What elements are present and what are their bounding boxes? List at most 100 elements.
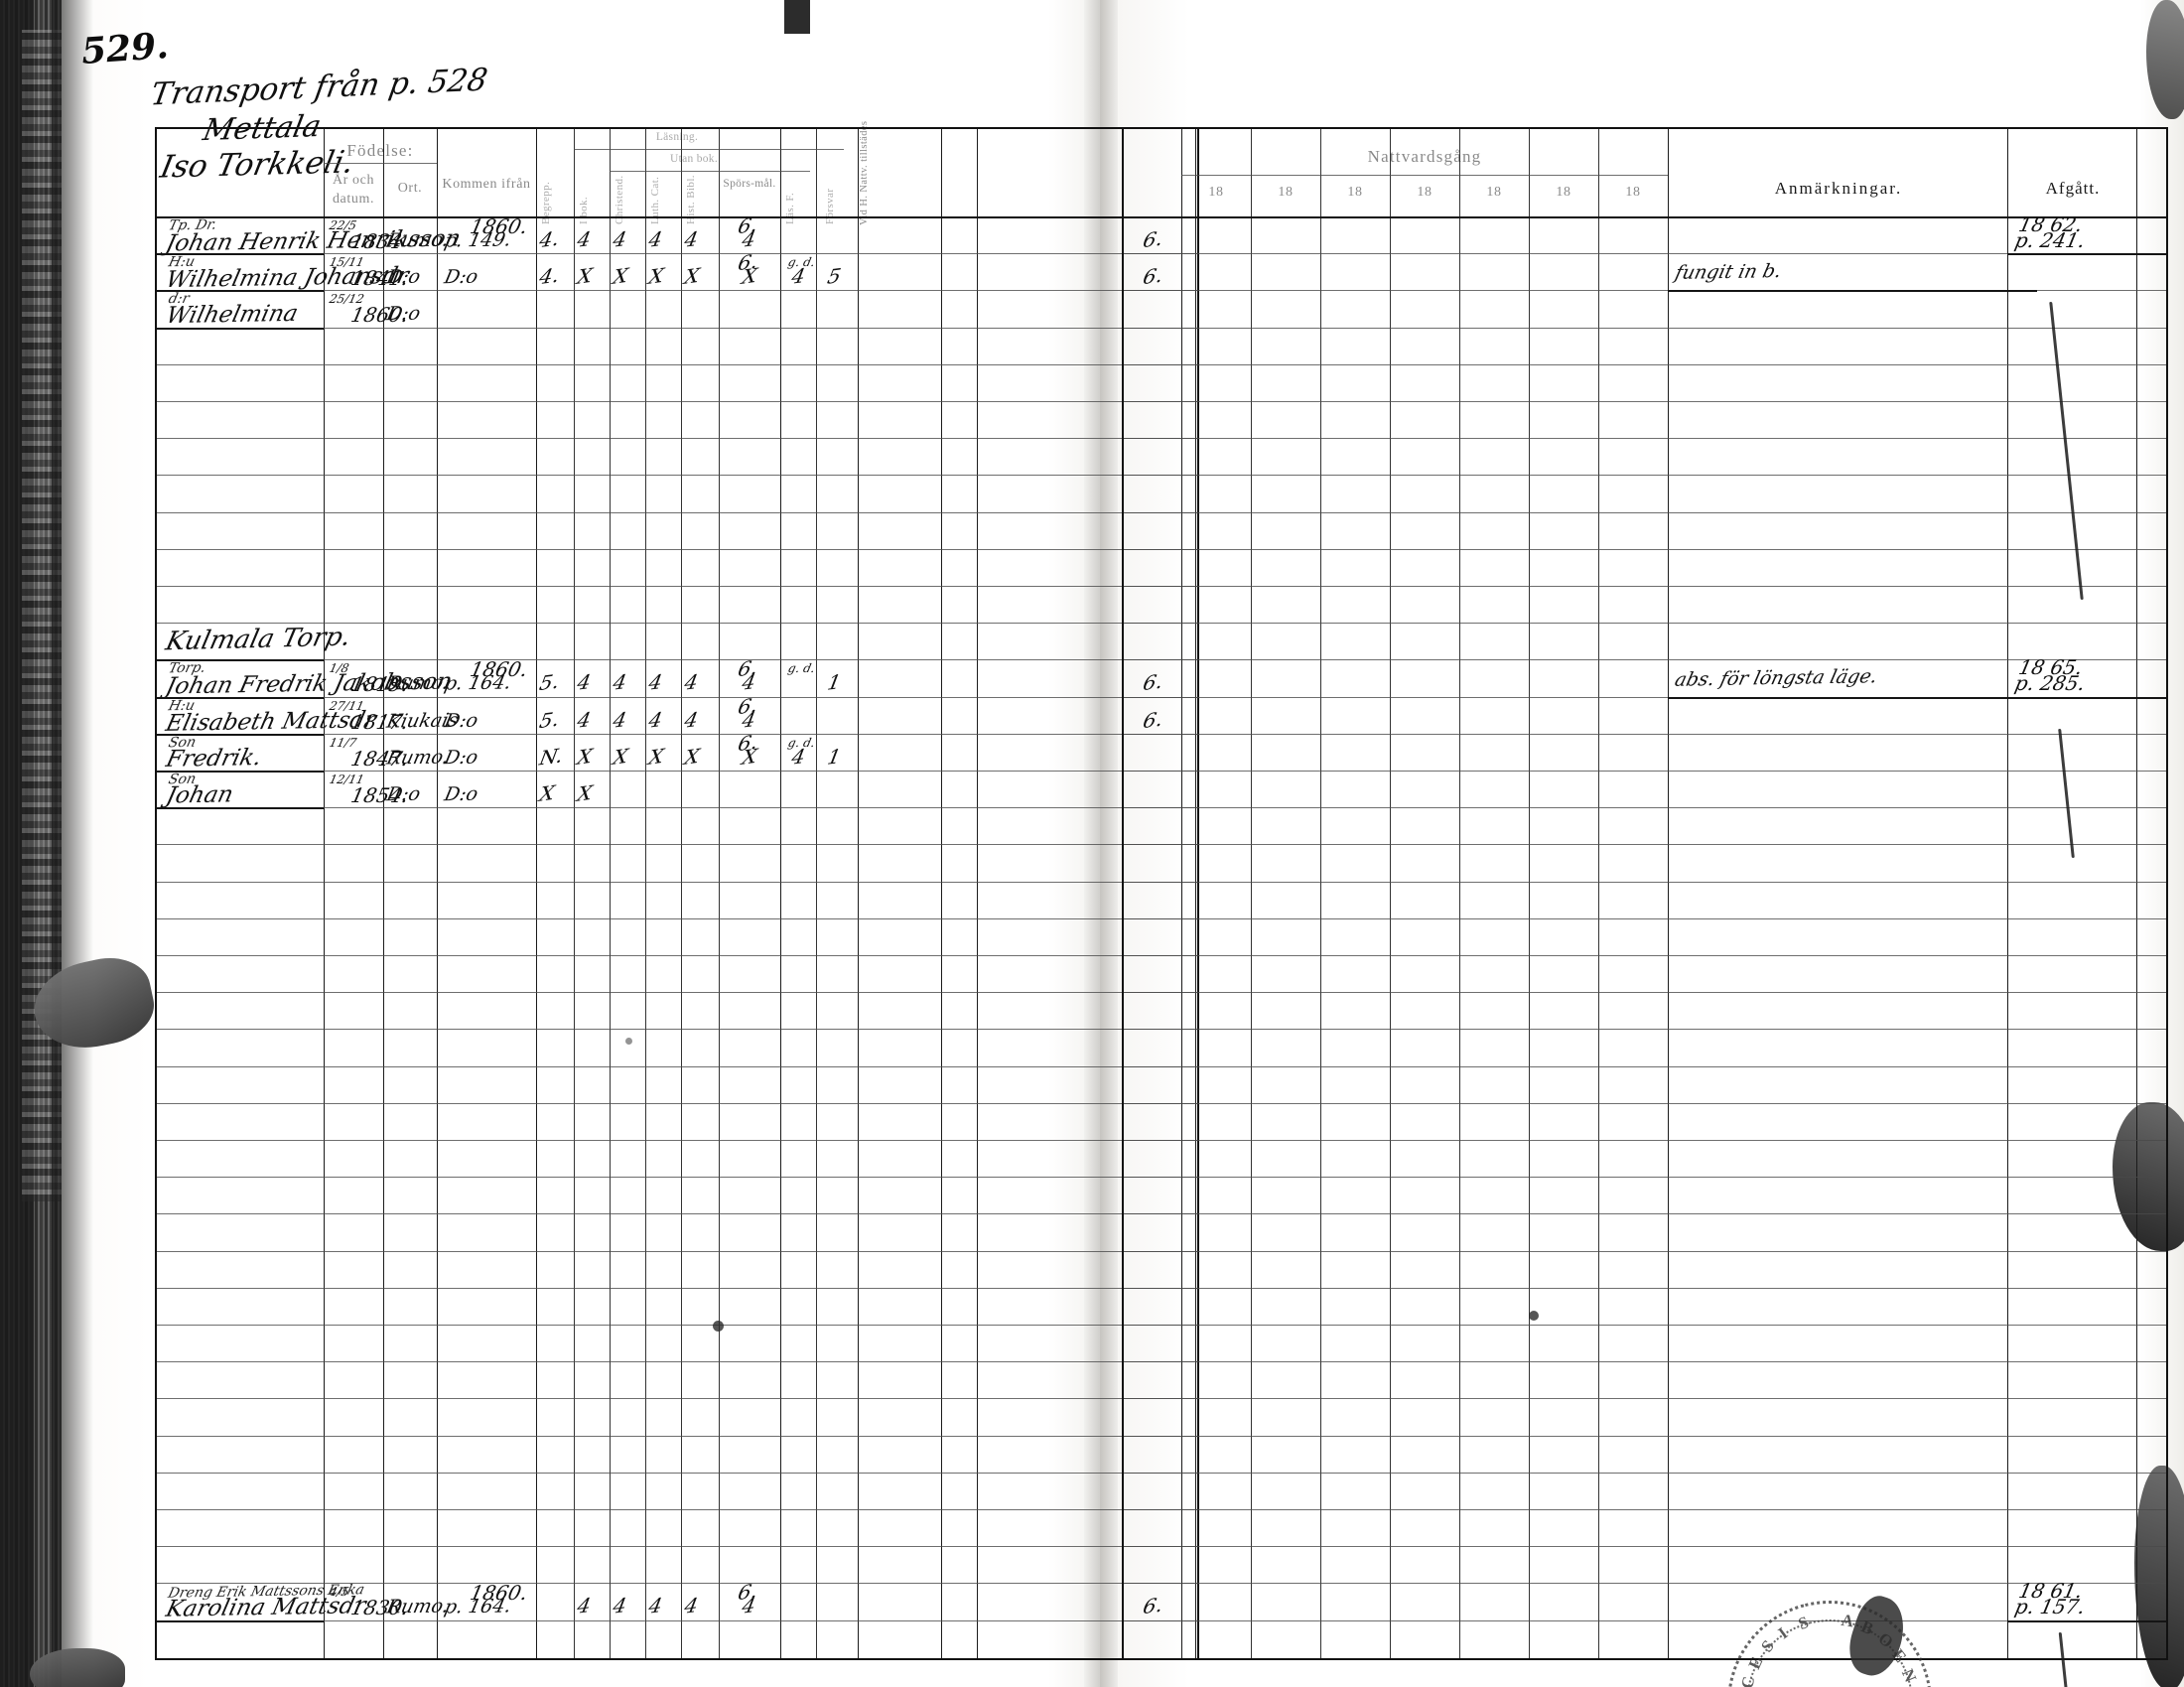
afgatt-underline: [2007, 253, 2166, 256]
col-rule: [1320, 129, 1321, 1658]
row-rule: [1124, 438, 2166, 440]
col-rule: [437, 129, 438, 1658]
row-rule: [157, 733, 1197, 735]
row-rule: [1124, 1398, 2166, 1400]
grade-mark: 4: [611, 669, 629, 696]
top-edge-artifact: [784, 0, 810, 34]
row-rule: [1124, 1472, 2166, 1474]
finger-artifact-2: [30, 1648, 125, 1687]
row-rule: [1124, 1140, 2166, 1141]
row-rule: [157, 548, 1197, 550]
col-rule: [681, 129, 682, 1658]
header-nattvardsgang: Nattvardsgång: [1367, 147, 1482, 166]
header-reading-group: Läsning.: [655, 131, 699, 143]
row-rule: [1124, 917, 2166, 919]
row-rule: [1124, 992, 2166, 994]
hdr-rule: [324, 163, 437, 164]
row-rule: [157, 1361, 1197, 1363]
birth-place: D:o: [384, 265, 423, 289]
row-rule: [157, 511, 1197, 513]
came-from-page: p. 164.: [442, 1595, 514, 1618]
birth-place: Rumo.: [384, 1595, 452, 1618]
came-from-page: D:o: [442, 782, 480, 806]
row-rule: [1124, 401, 2166, 402]
row-rule: [1124, 659, 2166, 661]
name-underline: [157, 290, 324, 293]
row-rule: [157, 807, 1197, 809]
row-rule: [157, 881, 1197, 883]
row-rule: [1124, 733, 2166, 735]
row-rule: [157, 1435, 1197, 1437]
las-f-upper: g. d.: [786, 661, 817, 676]
grade-mark: 4: [575, 706, 594, 733]
came-from-page: D:o: [442, 746, 480, 770]
col-rule: [536, 129, 537, 1658]
came-from-page: p. 149.: [442, 228, 514, 252]
name-underline: [157, 807, 324, 810]
grade-mark: X: [575, 743, 595, 770]
grade-mark: 4: [646, 1593, 665, 1619]
row-rule: [157, 1583, 1197, 1585]
nattvardsgang-mark: 6.: [1141, 225, 1165, 253]
name-underline: [157, 1619, 324, 1622]
nattvardsgang-mark: 6.: [1141, 669, 1165, 696]
grade-mark: X: [646, 743, 666, 770]
row-rule: [1124, 1065, 2166, 1067]
grade-mark: 4: [611, 226, 629, 252]
stamp-char: I: [1774, 1623, 1792, 1643]
folio-number: 529.: [79, 24, 171, 73]
remark-text: fungit in b.: [1673, 260, 1784, 285]
row-rule: [1124, 1102, 2166, 1104]
row-rule: [157, 363, 1197, 365]
row-rule: [157, 955, 1197, 956]
hdr-rule: [610, 171, 810, 172]
row-rule: [157, 327, 1197, 329]
row-rule: [1124, 696, 2166, 698]
col-rule: [645, 129, 646, 1658]
header-birth: Födelse:: [346, 141, 414, 160]
col-rule: [1459, 129, 1460, 1658]
row-rule: [1124, 1619, 2166, 1621]
col-rule: [977, 129, 978, 1658]
col-rule: [1195, 129, 1196, 1658]
header-christend: Christend.: [614, 175, 625, 224]
row-rule: [157, 917, 1197, 919]
remark-underline: [1668, 696, 2037, 699]
row-rule: [157, 1398, 1197, 1400]
hdr-rule: [574, 149, 844, 150]
forsvar-mark: 1: [825, 669, 844, 696]
col-rule: [1251, 129, 1252, 1658]
header-begrepp: Begrepp.: [540, 181, 552, 224]
birth-place: D:o: [384, 303, 423, 326]
row-rule: [1124, 1435, 2166, 1437]
nattvardsgang-mark: 6.: [1141, 262, 1165, 290]
row-rule: [1124, 586, 2166, 587]
row-rule: [1124, 1361, 2166, 1363]
grade-mark: 4: [611, 706, 629, 733]
row-rule: [1124, 290, 2166, 292]
birth-place: Rumo.: [384, 228, 452, 252]
grade-mark: 4.: [537, 225, 562, 253]
grade-mark: 4: [611, 1593, 629, 1619]
row-rule: [1124, 1029, 2166, 1031]
grade-mark: X: [682, 263, 702, 290]
col-rule: [574, 129, 575, 1658]
row-rule: [1124, 771, 2166, 772]
header-birth-year: År och datum.: [332, 173, 375, 207]
row-rule: [157, 1325, 1197, 1326]
communion-year-header: 18: [1556, 185, 1571, 200]
row-rule: [157, 438, 1197, 440]
grade-mark: 4: [646, 706, 665, 733]
col-rule: [1529, 129, 1530, 1658]
col-rule: [2136, 129, 2137, 1658]
col-rule: [610, 129, 611, 1658]
header-spors-mal: Spörs-mål.: [723, 178, 776, 190]
group-underline: [157, 659, 324, 662]
group-heading: Kulmala Torp.: [163, 622, 354, 657]
afgatt-brace: [2058, 729, 2075, 858]
header-luth-cat: Luth. Cat.: [649, 176, 661, 224]
hdr-bottom-rule: [1124, 216, 2166, 218]
stamp-char: N: [1897, 1666, 1921, 1685]
col-rule: [324, 129, 325, 1658]
row-rule: [1124, 548, 2166, 550]
